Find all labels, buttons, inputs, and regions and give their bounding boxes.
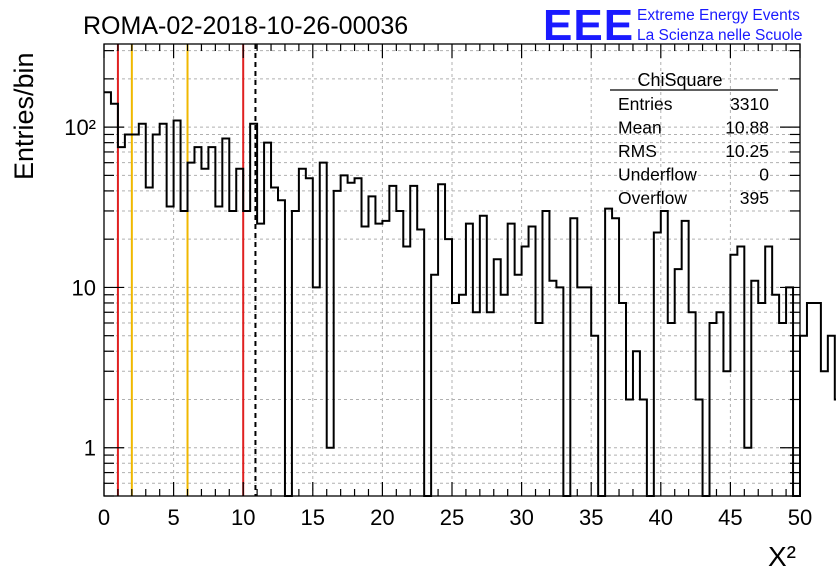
stats-label: Mean — [618, 118, 662, 138]
x-tick-label: 5 — [167, 505, 179, 530]
y-axis-label: Entries/bin — [9, 52, 39, 180]
x-tick-label: 0 — [98, 505, 110, 530]
stats-label: Underflow — [618, 165, 697, 185]
x-tick-label: 20 — [370, 505, 394, 530]
eee-logo-mark: EEE — [543, 1, 634, 50]
chart-title: ROMA-02-2018-10-26-00036 — [83, 12, 408, 40]
stats-label: RMS — [618, 141, 657, 161]
reference-lines — [116, 44, 257, 496]
eee-logo-line2: La Scienza nelle Scuole — [637, 27, 802, 44]
stats-value: 10.25 — [725, 141, 769, 161]
stats-value: 3310 — [730, 94, 769, 114]
x-tick-labels: 0 5 10 15 20 25 30 35 40 45 50 — [98, 505, 812, 530]
histogram-outline — [104, 91, 836, 497]
y-tick-labels: 1 10 10² — [64, 115, 96, 461]
stats-box-name: ChiSquare — [637, 70, 722, 90]
x-tick-label: 45 — [718, 505, 742, 530]
stats-value: 395 — [740, 188, 769, 208]
x-tick-label: 40 — [649, 505, 673, 530]
grid-lines — [104, 44, 800, 497]
eee-logo-line1: Extreme Energy Events — [637, 7, 800, 24]
y-tick-label: 1 — [84, 436, 96, 461]
y-tick-label: 10² — [64, 115, 96, 140]
stats-label: Overflow — [618, 188, 687, 208]
x-axis-label: X² — [768, 541, 796, 572]
axis-ticks — [103, 44, 801, 497]
x-tick-label: 30 — [509, 505, 533, 530]
stats-label: Entries — [618, 94, 673, 114]
x-tick-label: 25 — [440, 505, 464, 530]
x-tick-label: 10 — [231, 505, 255, 530]
x-tick-label: 35 — [579, 505, 603, 530]
stats-box: ChiSquare Entries 3310 Mean 10.88 RMS 10.25 Un… — [610, 70, 778, 208]
y-tick-label: 10 — [72, 275, 96, 300]
stats-value: 10.88 — [725, 118, 769, 138]
x-tick-label: 15 — [301, 505, 325, 530]
eee-logo: EEE Extreme Energy Events La Scienza nel… — [543, 1, 802, 50]
stats-value: 0 — [759, 165, 769, 185]
x-tick-label: 50 — [788, 505, 812, 530]
